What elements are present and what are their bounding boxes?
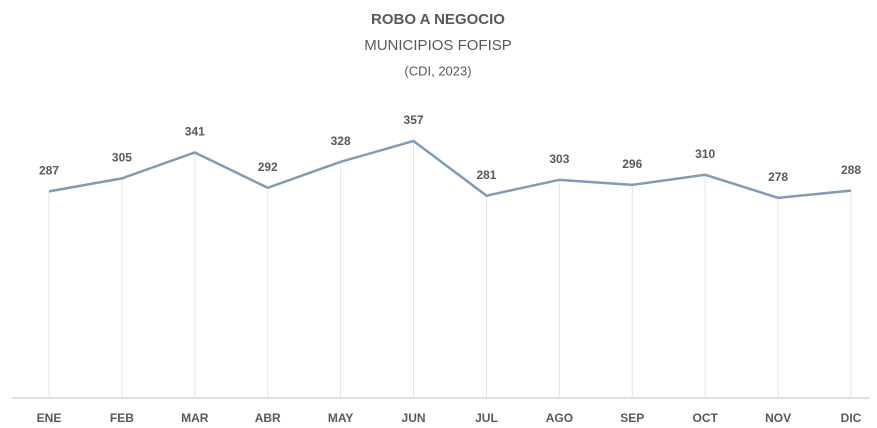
x-tick-label: AGO [546, 411, 573, 425]
x-tick-label: JUN [402, 411, 426, 425]
data-line [48, 139, 852, 200]
data-label: 357 [404, 113, 424, 127]
chart-subtitle: MUNICIPIOS FOFISP [364, 37, 512, 54]
chart-title: ROBO A NEGOCIO [371, 11, 505, 28]
data-label: 292 [258, 160, 278, 174]
x-tick-label: DIC [841, 411, 862, 425]
x-tick-label: ENE [37, 411, 62, 425]
x-tick-label: ABR [255, 411, 281, 425]
x-tick-label: OCT [693, 411, 719, 425]
x-tick-label: SEP [620, 411, 644, 425]
chart-note: (CDI, 2023) [404, 63, 471, 78]
data-label: 278 [768, 170, 788, 184]
data-label: 341 [185, 125, 205, 139]
x-tick-label: JUL [475, 411, 498, 425]
data-label: 296 [622, 157, 642, 171]
data-label: 288 [841, 163, 861, 177]
x-tick-label: NOV [765, 411, 791, 425]
data-label: 281 [476, 168, 496, 182]
data-label: 310 [695, 147, 715, 161]
x-tick-label: FEB [110, 411, 134, 425]
data-label: 305 [112, 151, 132, 165]
data-label: 287 [39, 164, 59, 178]
x-tick-label: MAY [328, 411, 354, 425]
data-label: 303 [549, 152, 569, 166]
x-tick-label: MAR [181, 411, 209, 425]
data-label: 328 [331, 134, 351, 148]
